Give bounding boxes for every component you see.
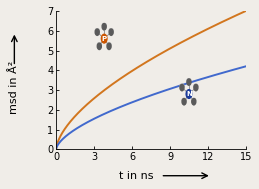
Circle shape <box>194 98 196 102</box>
Circle shape <box>102 23 104 27</box>
Circle shape <box>99 43 102 46</box>
Circle shape <box>195 88 197 91</box>
Text: P: P <box>102 36 107 42</box>
Circle shape <box>103 27 105 31</box>
Circle shape <box>194 84 198 91</box>
Circle shape <box>111 29 113 32</box>
Circle shape <box>184 98 186 102</box>
Circle shape <box>97 43 101 49</box>
Circle shape <box>189 79 191 82</box>
Circle shape <box>192 98 194 102</box>
Circle shape <box>180 84 182 88</box>
Circle shape <box>192 98 196 105</box>
Circle shape <box>196 84 198 88</box>
Circle shape <box>95 29 99 35</box>
Text: msd in Å²: msd in Å² <box>9 60 19 114</box>
Circle shape <box>95 29 97 32</box>
Text: t in ns: t in ns <box>119 171 153 181</box>
Circle shape <box>187 79 191 85</box>
Circle shape <box>97 29 99 32</box>
Circle shape <box>107 43 111 49</box>
Circle shape <box>187 79 189 82</box>
Circle shape <box>98 46 100 50</box>
Text: N: N <box>186 91 192 97</box>
Circle shape <box>96 32 98 36</box>
Circle shape <box>186 90 192 98</box>
Circle shape <box>104 23 106 27</box>
Circle shape <box>101 34 107 43</box>
Circle shape <box>182 98 184 102</box>
Circle shape <box>108 46 110 50</box>
Circle shape <box>109 43 111 46</box>
Circle shape <box>102 23 106 30</box>
Circle shape <box>180 84 184 91</box>
Circle shape <box>107 43 109 46</box>
Circle shape <box>188 82 190 86</box>
Circle shape <box>97 43 99 46</box>
Circle shape <box>109 29 111 32</box>
Circle shape <box>182 98 186 105</box>
Circle shape <box>109 29 113 35</box>
Circle shape <box>194 84 196 88</box>
Circle shape <box>183 102 185 105</box>
Circle shape <box>110 32 112 36</box>
Circle shape <box>193 102 195 105</box>
Circle shape <box>181 88 183 91</box>
Circle shape <box>182 84 184 88</box>
